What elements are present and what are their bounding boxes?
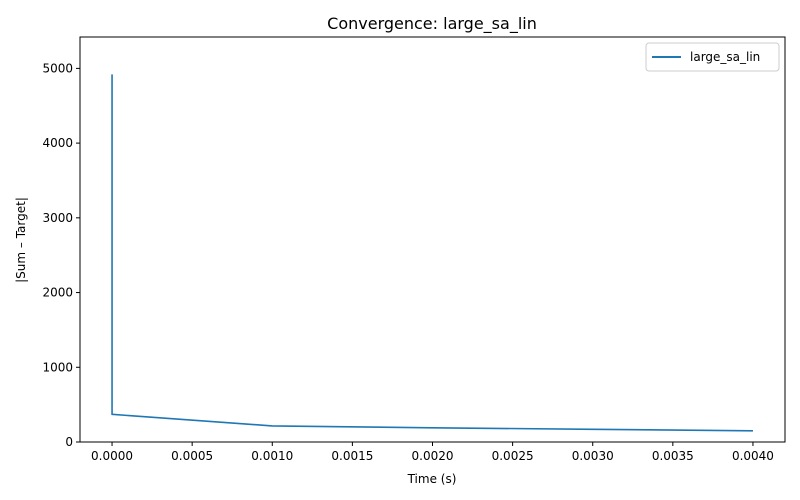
y-tick-label: 3000 <box>42 211 73 225</box>
x-axis-title: Time (s) <box>407 472 457 486</box>
y-axis-title: |Sum – Target| <box>14 197 28 283</box>
x-tick-label: 0.0035 <box>652 449 694 463</box>
axes-frame <box>79 36 786 443</box>
x-tick-label: 0.0010 <box>251 449 293 463</box>
x-tick-label: 0.0030 <box>572 449 614 463</box>
x-tick-label: 0.0005 <box>171 449 213 463</box>
y-tick-label: 2000 <box>42 286 73 300</box>
legend-label: large_sa_lin <box>690 50 760 64</box>
chart-title: Convergence: large_sa_lin <box>327 14 537 34</box>
y-tick-label: 1000 <box>42 360 73 374</box>
series-line-large_sa_lin <box>111 74 753 432</box>
x-tick-label: 0.0040 <box>732 449 774 463</box>
x-tick-label: 0.0000 <box>91 449 133 463</box>
x-tick-label: 0.0020 <box>412 449 454 463</box>
y-tick-label: 4000 <box>42 136 73 150</box>
legend: large_sa_lin <box>645 42 780 72</box>
x-tick-label: 0.0015 <box>331 449 373 463</box>
plot-area: 0.0000 0.0005 0.0010 0.0015 0.0020 0.0025 0.00… <box>42 36 786 463</box>
legend-frame <box>645 42 780 72</box>
y-tick-label: 0 <box>65 435 73 449</box>
x-tick-label: 0.0025 <box>492 449 534 463</box>
y-tick-label: 5000 <box>42 61 73 75</box>
